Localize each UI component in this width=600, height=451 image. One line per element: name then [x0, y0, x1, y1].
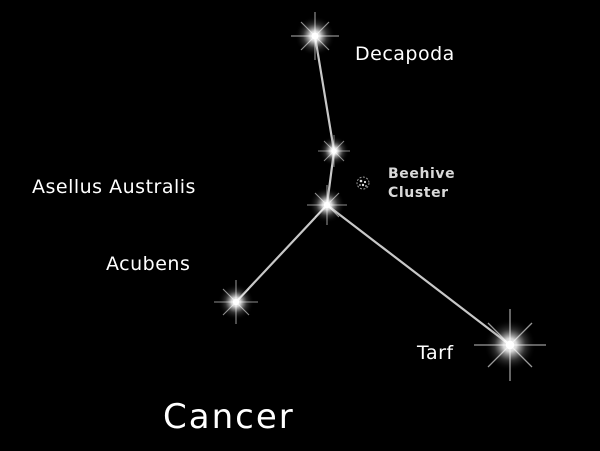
star-middle — [318, 135, 350, 167]
label-asellus-australis: Asellus Australis — [32, 176, 196, 198]
label-beehive-cluster-line2: Cluster — [388, 185, 449, 201]
constellation-title: Cancer — [163, 397, 295, 437]
constellation-lines — [234, 34, 512, 347]
star-decapoda — [291, 12, 339, 60]
label-decapoda: Decapoda — [355, 43, 455, 65]
label-beehive-cluster-line1: Beehive — [388, 166, 455, 182]
label-tarf: Tarf — [416, 342, 454, 364]
star-cluster-icon — [356, 176, 370, 190]
line-asellus-australis-to-tarf — [325, 203, 512, 347]
line-asellus-australis-to-acubens — [234, 203, 329, 304]
star-tarf — [474, 309, 546, 381]
star-asellus-australis — [307, 185, 347, 225]
label-acubens: Acubens — [106, 253, 190, 275]
star-acubens — [214, 280, 258, 324]
